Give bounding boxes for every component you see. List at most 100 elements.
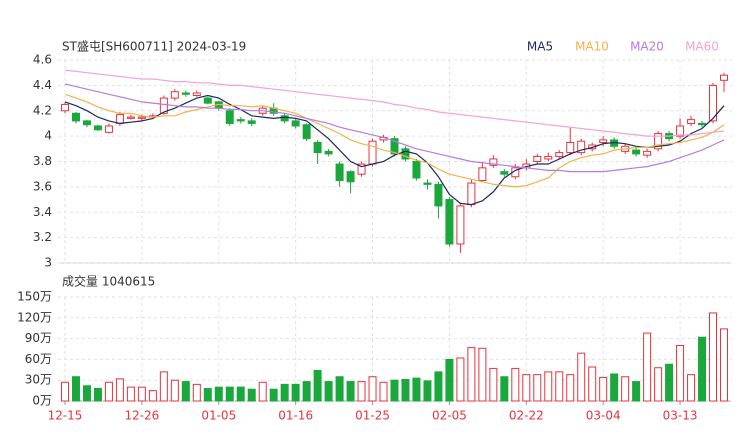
candle-body: [687, 119, 696, 124]
y-tick-label: 3: [44, 256, 52, 270]
volume-bar: [280, 383, 289, 402]
volume-bar: [621, 376, 630, 402]
candle-body: [566, 141, 575, 154]
volume-bar: [412, 377, 421, 402]
candle-body: [247, 120, 256, 124]
volume-bar: [445, 358, 454, 402]
volume-bar: [643, 332, 652, 402]
candle-body: [82, 120, 91, 126]
volume-bar: [93, 388, 102, 402]
volume-bar: [170, 379, 179, 402]
candle-body: [61, 103, 69, 112]
volume-bar: [456, 357, 465, 402]
candle-body: [599, 139, 608, 143]
volume-bar: [335, 376, 344, 402]
candle-body: [709, 84, 718, 122]
candle-body: [489, 158, 498, 166]
volume-bar: [698, 336, 707, 402]
y-tick-label: 3.8: [33, 154, 52, 168]
x-tick-label: 03-04: [586, 409, 621, 423]
ma-line: [64, 69, 725, 137]
candle-body: [71, 112, 80, 122]
volume-bar: [368, 376, 377, 402]
volume-bar: [588, 366, 597, 402]
y-tick-label: 4.4: [33, 78, 52, 92]
volume-bar: [467, 347, 476, 402]
volume-bar: [566, 374, 575, 402]
candle-body: [412, 161, 421, 179]
volume-bar: [379, 381, 388, 402]
volume-bar: [269, 388, 278, 402]
volume-bar: [61, 381, 69, 402]
volume-bar: [610, 373, 619, 402]
volume-bar: [478, 347, 487, 402]
candle-body: [126, 116, 135, 119]
volume-bar: [555, 371, 564, 402]
ma-line: [64, 93, 725, 188]
candle-body: [335, 163, 344, 182]
candle-body: [698, 122, 707, 126]
volume-bar: [687, 374, 696, 402]
volume-bar: [709, 312, 718, 402]
candle-body: [478, 167, 487, 182]
volume-bar: [159, 371, 168, 402]
volume-bar: [71, 376, 80, 402]
volume-bar: [489, 367, 498, 402]
candle-body: [192, 92, 201, 97]
volume-bar: [434, 371, 443, 402]
volume-bar: [522, 374, 531, 402]
candle-body: [357, 163, 366, 175]
x-tick-label: 01-25: [355, 409, 390, 423]
candle-body: [324, 150, 333, 155]
candle-body: [170, 91, 179, 99]
volume-bar: [137, 386, 146, 402]
x-tick-label: 01-05: [201, 409, 236, 423]
x-tick-label: 01-16: [278, 409, 313, 423]
candle-body: [93, 125, 102, 131]
legend-entry: MA5: [527, 40, 553, 54]
volume-bar: [126, 386, 135, 402]
volume-bar: [104, 381, 113, 402]
candle-body: [445, 199, 454, 245]
candle-body: [643, 150, 652, 156]
candle-body: [159, 97, 168, 114]
x-tick-label: 02-05: [432, 409, 467, 423]
x-tick-label: 03-13: [663, 409, 698, 423]
y-tick-label: 150万: [17, 290, 52, 304]
volume-bar: [654, 367, 663, 402]
y-tick-label: 4: [44, 129, 52, 143]
y-tick-label: 4.2: [33, 103, 52, 117]
candle-body: [346, 171, 355, 183]
volume-bar: [511, 367, 520, 402]
y-tick-label: 0万: [32, 394, 52, 408]
volume-bar: [423, 380, 432, 402]
volume-bar: [577, 352, 586, 402]
y-tick-label: 3.4: [33, 205, 52, 219]
candle-body: [291, 120, 300, 127]
volume-bar: [236, 386, 245, 402]
volume-bar: [676, 345, 685, 402]
volume-bar: [632, 381, 641, 402]
volume-bar: [533, 374, 542, 402]
candle-body: [137, 116, 146, 119]
candle-body: [456, 205, 465, 245]
candle-body: [500, 171, 509, 175]
volume-bar: [346, 381, 355, 402]
y-tick-label: 30万: [25, 373, 52, 387]
candle-body: [302, 124, 311, 140]
volume-bar: [302, 381, 311, 402]
candle-body: [280, 115, 289, 122]
candle-body: [720, 74, 728, 81]
volume-bar: [181, 381, 190, 402]
candle-body: [632, 149, 641, 155]
candle-body: [654, 133, 663, 150]
volume-bar: [291, 383, 300, 402]
volume-bar: [665, 363, 674, 402]
candle-body: [434, 183, 443, 207]
volume-bar: [357, 381, 366, 402]
candle-body: [104, 125, 113, 133]
volume-bar: [500, 376, 509, 402]
candle-body: [236, 119, 245, 122]
